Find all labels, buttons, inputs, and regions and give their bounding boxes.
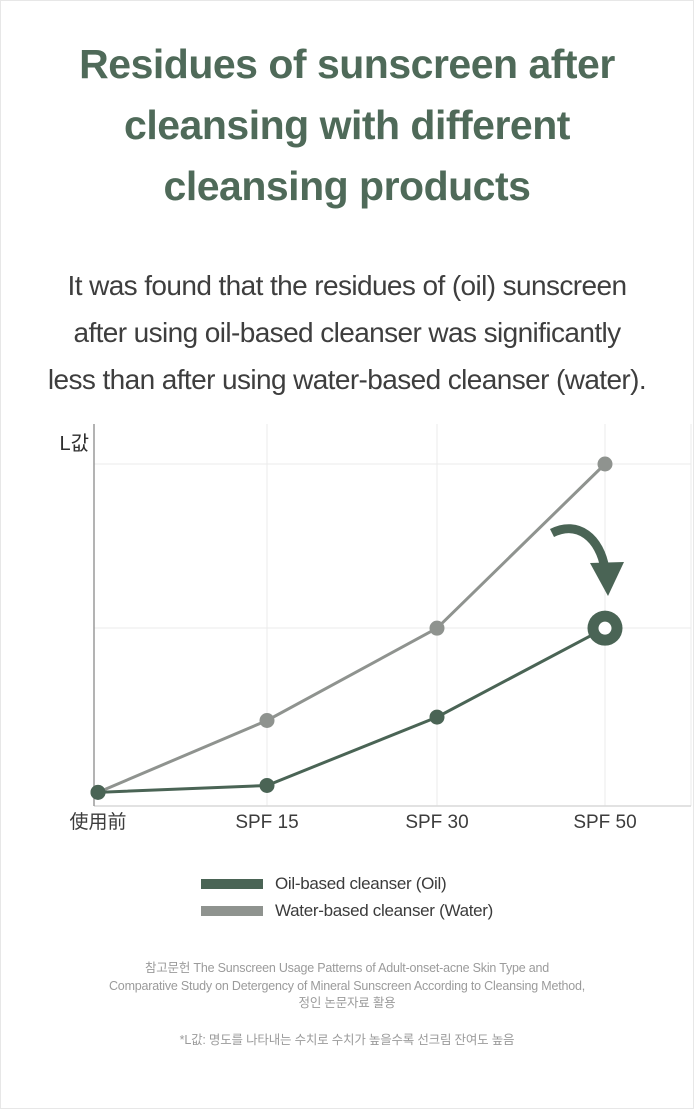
title-line-1: Residues of sunscreen after [79,41,615,87]
x-axis-label: SPF 50 [573,812,636,833]
arrow-curve [549,524,610,570]
arrow-down-icon [549,524,624,596]
y-axis-label: L값 [59,432,89,455]
reference-text: 참고문헌 The Sunscreen Usage Patterns of Adu… [1,960,693,1013]
footnote-text: *L값: 명도를 나타내는 수치로 수치가 높을수록 선크림 잔여도 높음 [179,1033,515,1047]
description-line-2: after using oil-based cleanser was signi… [73,317,621,348]
x-axis-label: SPF 15 [235,812,298,833]
page-title: Residues of sunscreen after cleansing wi… [1,34,693,217]
oil-line-swatch [201,878,263,889]
title-line-2: cleansing with different [124,102,570,148]
description-text: It was found that the residues of (oil) … [1,262,693,403]
x-axis-labels: 使用前 SPF 15 SPF 30 SPF 50 [69,811,636,833]
chart-legend: Oil-based cleanser (Oil) Water-based cle… [1,870,693,924]
chart-gridlines [93,424,692,807]
description-line-3: less than after using water-based cleans… [47,364,647,395]
chart-series [90,456,623,800]
legend-label-oil: Oil-based cleanser (Oil) [275,873,447,893]
legend-item-water: Water-based cleanser (Water) [201,897,493,924]
line-chart: L값 使用前 SPF 15 SPF 30 SPF 50 [59,424,692,833]
reference-line-3: 정인 논문자료 활용 [298,996,396,1010]
reference-line-2: Comparative Study on Detergency of Miner… [108,978,586,993]
legend-label-water: Water-based cleanser (Water) [275,900,494,920]
arrow-head [590,562,624,596]
x-axis-label: 使用前 [69,811,126,833]
title-line-3: cleansing products [163,163,531,209]
description-line-1: It was found that the residues of (oil) … [67,270,628,301]
legend-item-oil: Oil-based cleanser (Oil) [201,870,493,897]
water-line-swatch [201,905,263,916]
x-axis-label: SPF 30 [405,812,468,833]
reference-line-1: 참고문헌 The Sunscreen Usage Patterns of Adu… [144,961,550,975]
